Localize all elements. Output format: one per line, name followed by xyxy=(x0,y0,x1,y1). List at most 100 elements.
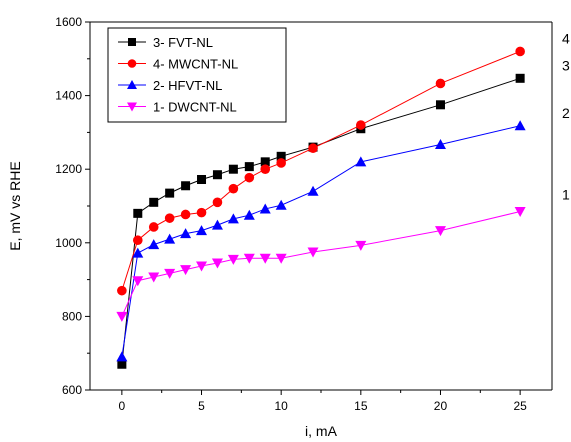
data-point xyxy=(164,233,176,244)
series-2 xyxy=(116,120,526,362)
data-point xyxy=(355,156,367,167)
data-point xyxy=(275,253,287,264)
data-point xyxy=(227,213,239,224)
data-point xyxy=(356,120,366,130)
data-point xyxy=(148,222,159,232)
data-point xyxy=(244,162,254,172)
y-tick-label: 1600 xyxy=(55,15,82,29)
data-point xyxy=(127,59,137,68)
x-tick-label: 10 xyxy=(274,399,288,413)
data-point xyxy=(515,73,525,83)
data-point xyxy=(132,235,143,246)
legend-item: 1- DWCNT-NL xyxy=(118,100,237,115)
data-point xyxy=(212,197,223,208)
data-point xyxy=(196,225,208,236)
series-line xyxy=(121,125,521,357)
x-tick-label: 25 xyxy=(513,399,527,413)
legend: 3- FVT-NL 4- MWCNT-NL 2- HFVT-NL 1- DWCNT-N… xyxy=(107,27,287,123)
axes: 0 5 10 15 20 25 600 800 1000 1200 1400 1600 xyxy=(55,15,553,413)
y-tick-label: 1400 xyxy=(55,89,82,103)
series-end-label: 2 xyxy=(562,105,570,121)
data-point xyxy=(128,38,136,46)
data-point xyxy=(164,268,176,279)
data-point xyxy=(243,209,255,220)
data-point xyxy=(514,120,526,131)
data-point xyxy=(259,203,271,214)
data-point xyxy=(165,188,175,198)
data-point xyxy=(435,100,445,110)
legend-item: 3- FVT-NL xyxy=(118,35,213,50)
data-point xyxy=(180,265,192,276)
data-point xyxy=(196,261,208,272)
data-point xyxy=(260,164,271,174)
legend-label: 4- MWCNT-NL xyxy=(153,57,238,72)
data-point xyxy=(434,226,446,237)
series-4 xyxy=(117,46,525,296)
legend-item: 4- MWCNT-NL xyxy=(118,57,238,72)
data-point xyxy=(132,276,144,287)
x-tick-label: 5 xyxy=(198,399,205,413)
series-end-label: 4 xyxy=(562,30,570,46)
legend-label: 2- HFVT-NL xyxy=(153,78,222,93)
data-point xyxy=(275,199,287,210)
y-tick-label: 1200 xyxy=(55,162,82,176)
data-point xyxy=(196,207,207,218)
x-axis-title: i, mA xyxy=(305,423,338,439)
y-axis-title: E, mV vs RHE xyxy=(7,161,23,250)
data-point xyxy=(116,311,128,322)
data-point xyxy=(276,158,286,168)
data-point xyxy=(434,139,446,150)
data-point xyxy=(308,143,318,154)
y-tick-label: 800 xyxy=(62,309,82,323)
data-point xyxy=(127,80,137,89)
data-point xyxy=(228,183,239,194)
series-1 xyxy=(116,207,526,322)
data-point xyxy=(227,254,239,265)
series-layer xyxy=(116,46,526,369)
y-tick-label: 1000 xyxy=(55,236,82,250)
data-point xyxy=(435,78,446,89)
data-point xyxy=(244,172,255,183)
data-point xyxy=(307,185,319,196)
series-end-label: 3 xyxy=(562,57,570,73)
data-point xyxy=(514,207,526,218)
x-tick-label: 0 xyxy=(119,399,126,413)
legend-label: 1- DWCNT-NL xyxy=(153,100,237,115)
data-point xyxy=(276,151,286,161)
data-point xyxy=(307,247,319,258)
data-point xyxy=(181,181,191,191)
data-point xyxy=(212,170,222,180)
data-point xyxy=(211,258,223,269)
data-point xyxy=(197,175,207,185)
legend-item: 2- HFVT-NL xyxy=(118,78,222,93)
data-point xyxy=(355,240,367,251)
data-point xyxy=(164,213,175,223)
data-point xyxy=(132,247,144,258)
end-labels: 3 4 2 1 xyxy=(562,30,570,202)
data-point xyxy=(243,253,255,264)
data-point xyxy=(117,359,127,369)
series-end-label: 1 xyxy=(562,187,570,203)
series-3 xyxy=(117,73,525,369)
data-point xyxy=(180,228,192,239)
data-point xyxy=(149,197,159,207)
data-point xyxy=(180,209,191,220)
data-point xyxy=(133,208,143,218)
x-ticks: 0 5 10 15 20 25 xyxy=(119,390,527,413)
y-ticks: 600 800 1000 1200 1400 1600 xyxy=(55,15,90,397)
data-point xyxy=(259,253,271,264)
legend-label: 3- FVT-NL xyxy=(153,35,213,50)
data-point xyxy=(117,285,127,296)
data-point xyxy=(515,46,525,57)
series-line xyxy=(121,211,521,317)
data-point xyxy=(116,351,128,362)
data-point xyxy=(228,164,238,174)
y-tick-label: 600 xyxy=(62,383,82,397)
data-point xyxy=(211,219,223,230)
data-point xyxy=(148,239,160,250)
data-point xyxy=(127,102,137,112)
data-point xyxy=(148,272,160,283)
x-tick-label: 15 xyxy=(354,399,368,413)
data-point xyxy=(260,157,270,167)
